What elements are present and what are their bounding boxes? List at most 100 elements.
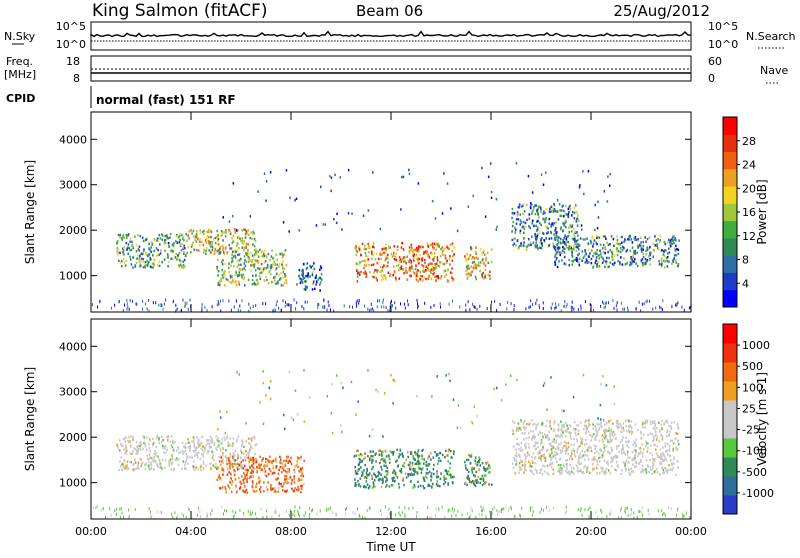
echo-cell [374, 453, 376, 456]
echo-cell [485, 256, 488, 260]
echo-cell [251, 278, 254, 282]
echo-cell [378, 453, 381, 456]
echo-cell [225, 278, 228, 281]
echo-cell [183, 252, 185, 255]
echo-cell [130, 435, 132, 438]
echo-cell [683, 308, 685, 312]
echo-cell [556, 198, 559, 202]
echo-cell [666, 443, 669, 446]
echo-cell [165, 241, 167, 245]
echo-cell [202, 243, 205, 247]
echo-cell [392, 451, 394, 454]
echo-cell [668, 247, 670, 250]
echo-cell [568, 423, 571, 427]
echo-cell [523, 426, 525, 429]
echo-cell [231, 257, 234, 260]
echo-cell [400, 260, 403, 263]
echo-cell [575, 217, 578, 220]
echo-cell [231, 253, 234, 256]
echo-cell [209, 435, 212, 438]
echo-cell [471, 270, 474, 273]
echo-cell [297, 488, 300, 492]
echo-cell [355, 413, 357, 416]
echo-cell [580, 507, 582, 511]
echo-cell [432, 245, 434, 248]
echo-cell [110, 513, 112, 517]
echo-cell [150, 265, 152, 269]
echo-cell [550, 306, 552, 310]
echo-cell [608, 429, 610, 432]
echo-cell [102, 507, 104, 511]
echo-cell [294, 465, 296, 468]
echo-cell [484, 268, 487, 271]
echo-cell [222, 248, 224, 251]
echo-cell [383, 305, 385, 309]
echo-cell [280, 272, 282, 275]
echo-cell [410, 243, 413, 247]
echo-cell [246, 471, 249, 474]
echo-cell [301, 484, 303, 488]
echo-cell [491, 483, 493, 486]
echo-cell [216, 229, 218, 233]
echo-cell [487, 464, 490, 467]
echo-cell [620, 247, 622, 250]
echo-cell [609, 419, 612, 422]
echo-cell [252, 274, 254, 277]
echo-cell [427, 265, 429, 269]
echo-cell [241, 466, 243, 469]
echo-cell [536, 228, 539, 231]
echo-cell [671, 238, 673, 241]
echo-cell [642, 245, 645, 248]
echo-cell [239, 257, 242, 261]
echo-cell [624, 464, 626, 467]
echo-cell [401, 241, 404, 245]
echo-cell [544, 218, 547, 221]
echo-cell [575, 204, 577, 207]
echo-cell [660, 454, 663, 457]
echo-cell [238, 259, 241, 262]
echo-cell [224, 431, 226, 435]
freq-unit: [MHz] [4, 68, 36, 81]
echo-cell [124, 452, 126, 455]
echo-cell [560, 309, 562, 313]
echo-cell [444, 269, 447, 272]
echo-cell [238, 253, 241, 256]
echo-cell [189, 449, 191, 452]
echo-cell [204, 448, 206, 452]
echo-cell [264, 249, 266, 252]
echo-cell [521, 506, 523, 510]
echo-cell [598, 426, 601, 429]
echo-cell [202, 460, 205, 463]
echo-cell [320, 185, 322, 189]
echo-cell [523, 471, 525, 474]
echo-cell [468, 275, 470, 278]
echo-cell [631, 450, 634, 454]
echo-cell [226, 509, 227, 513]
echo-cell [404, 260, 407, 263]
echo-cell [216, 467, 218, 471]
echo-cell [411, 461, 414, 465]
echo-cell [527, 243, 530, 247]
colorbar-tick-label: 24 [742, 159, 756, 172]
echo-cell [226, 435, 229, 438]
echo-cell [481, 253, 483, 256]
echo-cell [568, 264, 571, 267]
echo-cell [647, 465, 649, 468]
echo-cell [272, 257, 274, 260]
echo-cell [545, 434, 548, 437]
echo-cell [355, 454, 357, 457]
echo-cell [608, 256, 610, 260]
echo-cell [673, 421, 675, 424]
echo-cell [611, 433, 613, 436]
echo-cell [123, 236, 125, 240]
echo-cell [603, 449, 606, 452]
echo-cell [654, 470, 656, 473]
echo-cell [600, 448, 602, 451]
echo-cell [594, 261, 597, 265]
echo-cell [386, 472, 389, 476]
echo-cell [653, 435, 656, 438]
echo-cell [577, 308, 579, 311]
echo-cell [578, 457, 580, 460]
echo-cell [219, 476, 222, 480]
echo-cell [250, 269, 252, 272]
